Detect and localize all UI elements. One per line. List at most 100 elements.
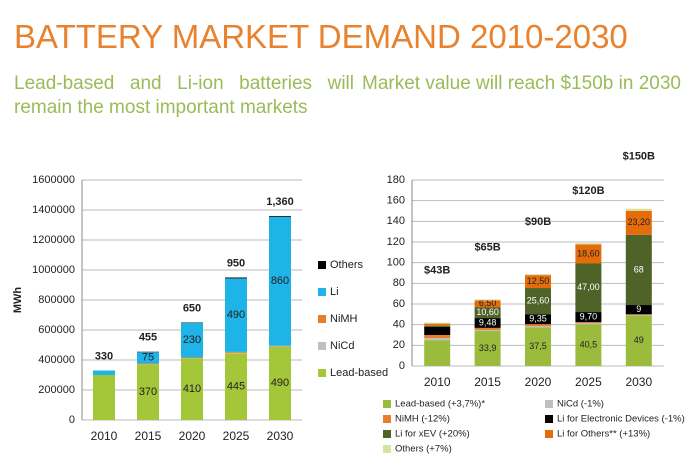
y-axis-label: MWh <box>12 287 24 314</box>
legend-swatch <box>383 430 391 438</box>
bar-segment <box>575 243 602 245</box>
bar-segment <box>181 358 203 420</box>
legend-label: NiCd <box>330 340 354 352</box>
bar-segment <box>181 357 203 359</box>
bar-segment <box>137 352 159 364</box>
value-label: 490 <box>271 377 289 389</box>
bar-segment <box>269 216 291 346</box>
legend-swatch <box>318 369 326 377</box>
value-label: 9,70 <box>580 311 598 321</box>
bar-segment <box>181 322 203 358</box>
bar-segment <box>225 277 247 279</box>
value-label: 10,60 <box>476 307 499 317</box>
y-tick-label: 80 <box>393 277 405 289</box>
value-label: 9,35 <box>529 314 547 324</box>
x-tick-label: 2020 <box>525 375 552 389</box>
value-label: 40,5 <box>580 339 598 349</box>
bar-segment <box>474 327 501 330</box>
value-label: 9,48 <box>479 317 497 327</box>
bar-segment <box>625 208 652 211</box>
bar-segment <box>525 274 551 276</box>
value-label: 68 <box>634 264 644 274</box>
y-tick-label: 200000 <box>38 384 75 396</box>
bar-segment <box>625 314 652 315</box>
bar-segment <box>474 307 501 319</box>
bar-segment <box>269 216 291 217</box>
legend-swatch <box>545 400 553 408</box>
total-label: $65B <box>474 241 500 253</box>
legend-label: Lead-based (+3,7%)* <box>395 399 485 410</box>
y-tick-label: 1600000 <box>32 174 75 186</box>
total-label: 1,360 <box>266 196 294 208</box>
total-label: $120B <box>572 185 604 197</box>
bar-segment <box>575 263 602 313</box>
bar-segment <box>225 351 247 353</box>
legend-swatch <box>318 288 326 296</box>
y-tick-label: 120 <box>387 236 405 248</box>
legend-label: Li for Others** (+13%) <box>557 429 650 440</box>
total-label: $150B <box>623 151 655 163</box>
y-tick-label: 140 <box>387 215 405 227</box>
value-label: 12,50 <box>527 276 550 286</box>
bar-segment <box>225 278 247 352</box>
value-label: 23,20 <box>628 217 651 227</box>
bar-segment <box>424 338 451 341</box>
bar-segment <box>625 234 652 306</box>
bar-segment <box>424 326 451 335</box>
y-tick-label: 40 <box>393 319 405 331</box>
bar-segment <box>525 326 551 328</box>
legend-label: Others (+7%) <box>395 444 452 455</box>
total-label: $90B <box>525 216 551 228</box>
bar-segment <box>269 346 291 420</box>
value-label: 9 <box>636 304 641 314</box>
legend-swatch <box>383 445 391 453</box>
bar-segment <box>474 318 501 328</box>
legend-label: Others <box>330 259 364 271</box>
bar-segment <box>625 315 652 366</box>
legend-swatch <box>318 342 326 350</box>
slide-title: BATTERY MARKET DEMAND 2010-2030 <box>14 18 628 55</box>
x-tick-label: 2030 <box>625 375 652 389</box>
legend-label: Li <box>330 286 339 298</box>
right-text: Market value will reach $150b in 2030 <box>362 73 681 94</box>
x-tick-label: 2030 <box>267 429 294 443</box>
bar-segment <box>575 324 602 366</box>
bar-segment <box>424 322 451 324</box>
left-text: Lead-based and Li-ion batteries will rem… <box>14 73 354 118</box>
y-tick-label: 20 <box>393 339 405 351</box>
y-tick-label: 60 <box>393 298 405 310</box>
bar-segment <box>474 330 501 366</box>
legend-swatch <box>318 261 326 269</box>
value-label: 6,50 <box>479 298 497 308</box>
legend-swatch <box>318 315 326 323</box>
bar-segment <box>225 353 247 420</box>
legend-label: NiMH <box>330 313 358 325</box>
legend-label: Li for Electronic Devices (-1%) <box>557 414 685 425</box>
bar-segment <box>93 375 115 420</box>
bar-segment <box>625 210 652 235</box>
value-label: 75 <box>142 352 154 364</box>
legend-swatch <box>545 415 553 423</box>
bar-segment <box>625 305 652 315</box>
x-tick-label: 2015 <box>474 375 501 389</box>
legend-label: Li for xEV (+20%) <box>395 429 470 440</box>
y-tick-label: 160 <box>387 195 405 207</box>
bar-segment <box>525 275 551 289</box>
x-tick-label: 2025 <box>223 429 250 443</box>
value-label: 230 <box>183 334 201 346</box>
legend-label: NiMH (-12%) <box>395 414 450 425</box>
legend-swatch <box>383 400 391 408</box>
bar-segment <box>137 364 159 420</box>
value-label: 47,00 <box>577 282 600 292</box>
bar-segment <box>625 314 652 316</box>
bar-segment <box>474 329 501 331</box>
y-tick-label: 0 <box>399 360 405 372</box>
bar-segment <box>575 244 602 264</box>
legend-swatch <box>383 415 391 423</box>
y-tick-label: 1400000 <box>32 204 75 216</box>
x-tick-label: 2010 <box>91 429 118 443</box>
x-tick-label: 2015 <box>135 429 162 443</box>
bar-segment <box>424 335 451 339</box>
y-tick-label: 100 <box>387 257 405 269</box>
